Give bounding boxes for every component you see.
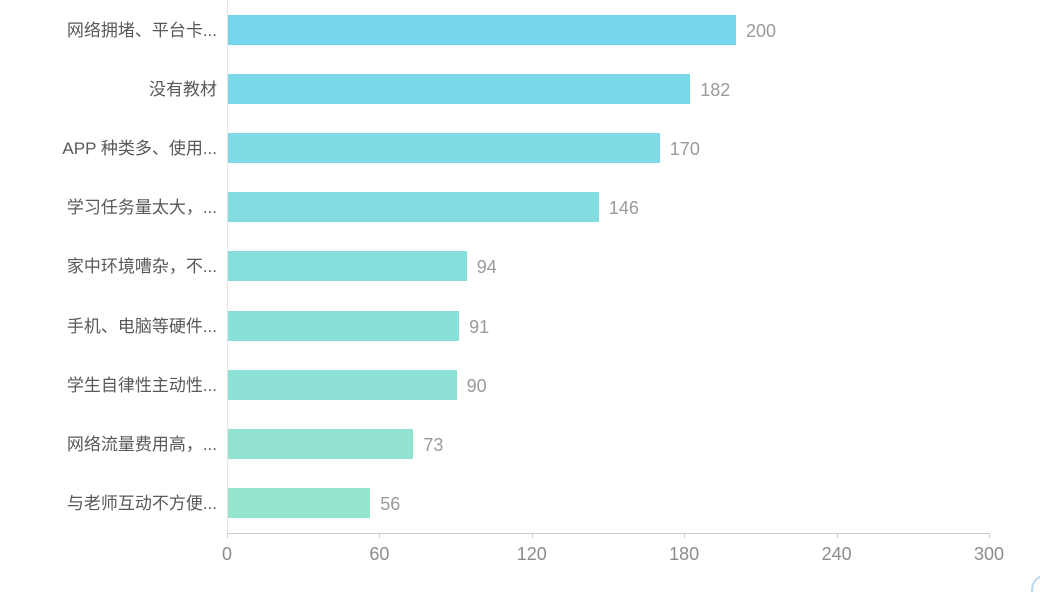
x-tick-label: 120 [516, 544, 547, 564]
y-axis-line [227, 0, 228, 533]
bar[interactable] [228, 14, 736, 45]
category-label: 网络拥堵、平台卡... [66, 20, 217, 40]
category-label: 网络流量费用高，... [66, 435, 217, 455]
chart-row: 学生自律性主动性... 90 [0, 355, 1040, 414]
x-axis-line [227, 533, 990, 534]
bar[interactable] [228, 310, 460, 341]
bar[interactable] [228, 488, 371, 519]
value-label: 90 [466, 375, 487, 396]
x-tick-mark [379, 533, 381, 538]
chart-row: 网络拥堵、平台卡... 200 [0, 0, 1040, 59]
bar[interactable] [228, 192, 599, 223]
x-tick-label: 180 [669, 544, 700, 564]
x-tick-mark [836, 533, 838, 538]
chart-row: 学习任务量太大，... 146 [0, 178, 1040, 237]
category-label: 学习任务量太大，... [66, 198, 217, 218]
chart-row: 与老师互动不方便... 56 [0, 474, 1040, 533]
value-label: 170 [669, 139, 700, 160]
value-label: 56 [380, 494, 401, 515]
category-label: 手机、电脑等硬件... [66, 316, 217, 336]
value-label: 182 [700, 79, 731, 100]
value-label: 73 [423, 435, 444, 456]
bar[interactable] [228, 429, 414, 460]
value-label: 91 [469, 316, 490, 337]
value-label: 94 [476, 257, 497, 278]
x-tick-label: 300 [973, 544, 1005, 564]
x-tick-mark [531, 533, 533, 538]
chart-row: 家中环境嘈杂，不... 94 [0, 237, 1040, 296]
chart-row: 手机、电脑等硬件... 91 [0, 296, 1040, 355]
bar[interactable] [228, 73, 691, 104]
category-label: 家中环境嘈杂，不... [66, 257, 217, 277]
value-label: 200 [746, 20, 777, 41]
x-tick-label: 60 [369, 544, 390, 564]
corner-widget-fragment [1031, 574, 1040, 592]
x-tick-label: 0 [221, 544, 233, 564]
chart-row: 网络流量费用高，... 73 [0, 415, 1040, 474]
x-tick-mark [684, 533, 686, 538]
bar[interactable] [228, 369, 457, 400]
x-tick-mark [989, 533, 990, 538]
category-label: APP 种类多、使用... [62, 139, 217, 159]
chart-row: 没有教材 182 [0, 59, 1040, 118]
bar[interactable] [228, 133, 660, 164]
value-label: 146 [608, 198, 639, 219]
category-label: 与老师互动不方便... [66, 494, 217, 514]
category-label: 学生自律性主动性... [66, 375, 217, 395]
bar[interactable] [228, 251, 467, 282]
chart-row: APP 种类多、使用... 170 [0, 118, 1040, 177]
category-label: 没有教材 [149, 79, 217, 99]
x-tick-label: 240 [821, 544, 852, 564]
x-tick-mark [227, 533, 228, 538]
